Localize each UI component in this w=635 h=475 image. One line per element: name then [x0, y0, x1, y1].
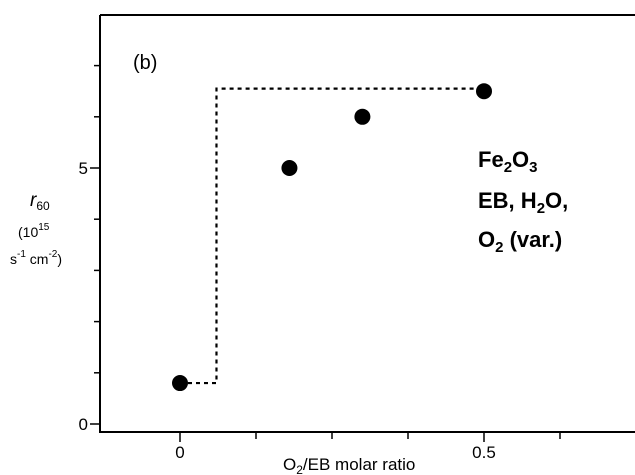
- y-tick-label: 5: [79, 159, 88, 178]
- data-point: [281, 160, 298, 176]
- data-point: [476, 83, 492, 100]
- x-axis-label: O2/EB molar ratio: [283, 455, 415, 475]
- x-axis-ticks: 0 0.5: [175, 432, 561, 462]
- data-point: [172, 375, 188, 392]
- annotation-line1: Fe2O3: [478, 147, 538, 176]
- annotation-line3: O2 (var.): [478, 227, 562, 256]
- x-tick-label: 0: [175, 443, 184, 462]
- data-points: [172, 83, 492, 392]
- plot-frame: [99, 14, 635, 433]
- y-axis-ticks: 05: [79, 64, 100, 434]
- y-axis-unit-line1: (1015: [18, 222, 50, 240]
- panel-label: (b): [133, 52, 157, 74]
- data-point: [354, 108, 371, 125]
- y-axis-unit-line2: s-1 cm-2): [10, 249, 62, 267]
- y-tick-label: 0: [79, 415, 88, 434]
- dotted-step-line: [180, 87, 484, 385]
- annotation-line2: EB, H2O,: [478, 188, 568, 217]
- y-axis-label: r60: [30, 190, 50, 213]
- x-tick-label: 0.5: [472, 443, 496, 462]
